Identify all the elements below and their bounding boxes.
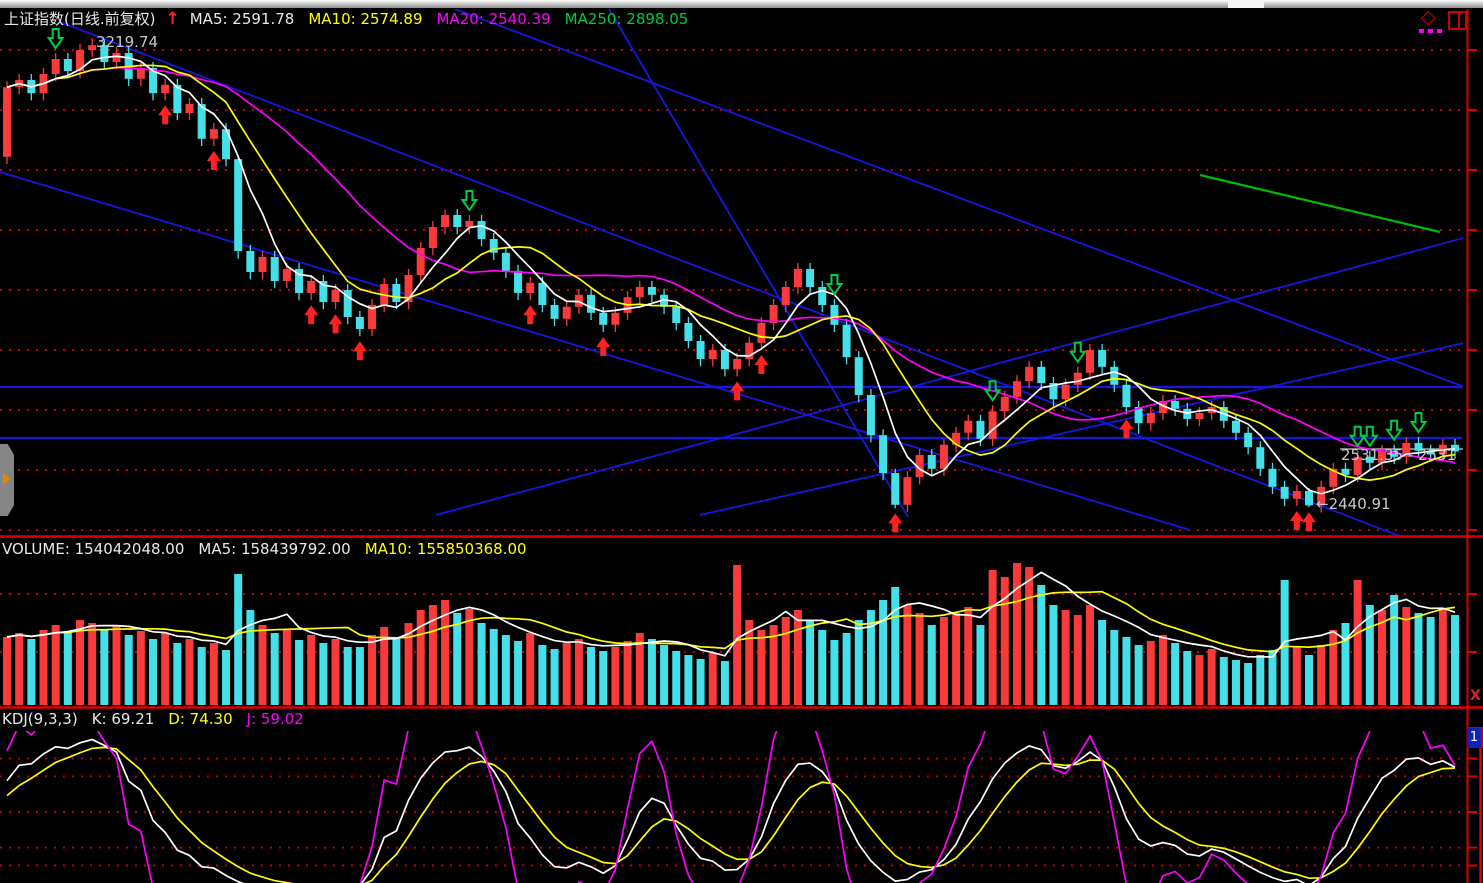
ma10-value: MA10: 2574.89 [308,10,423,28]
low-price-annotation: ←2440.91 [1316,495,1391,513]
volume-ma5-value: MA5: 158439792.00 [198,540,351,558]
kdj-pane-header: KDJ(9,3,3) K: 69.21 D: 74.30 J: 59.02 [2,709,304,729]
symbol-title: 上证指数(日线.前复权) [4,10,156,28]
main-chart-header: 上证指数(日线.前复权) ↑ MA5: 2591.78 MA10: 2574.8… [4,9,688,29]
peak-price-annotation: 3219.74 [96,33,159,51]
volume-value: VOLUME: 154042048.00 [2,540,185,558]
window-top-strip [0,0,1483,8]
kdj-k-value: K: 69.21 [91,710,155,728]
pane-layout-icon[interactable] [1448,11,1467,30]
last-price-range-annotation: 2531.35 - 2531 [1341,446,1457,464]
ma250-value: MA250: 2898.05 [564,10,689,28]
collapse-panel-tab[interactable] [0,444,14,516]
volume-pane-header: VOLUME: 154042048.00 MA5: 158439792.00 M… [2,539,527,559]
more-options-icon[interactable] [1419,29,1442,33]
up-arrow-icon: ↑ [165,9,180,29]
kdj-j-value: J: 59.02 [246,710,304,728]
ma20-value: MA20: 2540.39 [436,10,551,28]
kdj-indicator-name: KDJ(9,3,3) [2,710,78,728]
expand-arrow-icon [3,473,11,485]
volume-ma10-value: MA10: 155850368.00 [364,540,527,558]
pane-count-badge[interactable]: 1 [1467,727,1483,748]
window-top-notch [1228,0,1264,8]
diamond-tool-icon[interactable]: ◇ [1421,6,1436,28]
ma5-value: MA5: 2591.78 [189,10,295,28]
close-pane-icon[interactable]: X [1470,688,1481,704]
kdj-d-value: D: 74.30 [168,710,233,728]
